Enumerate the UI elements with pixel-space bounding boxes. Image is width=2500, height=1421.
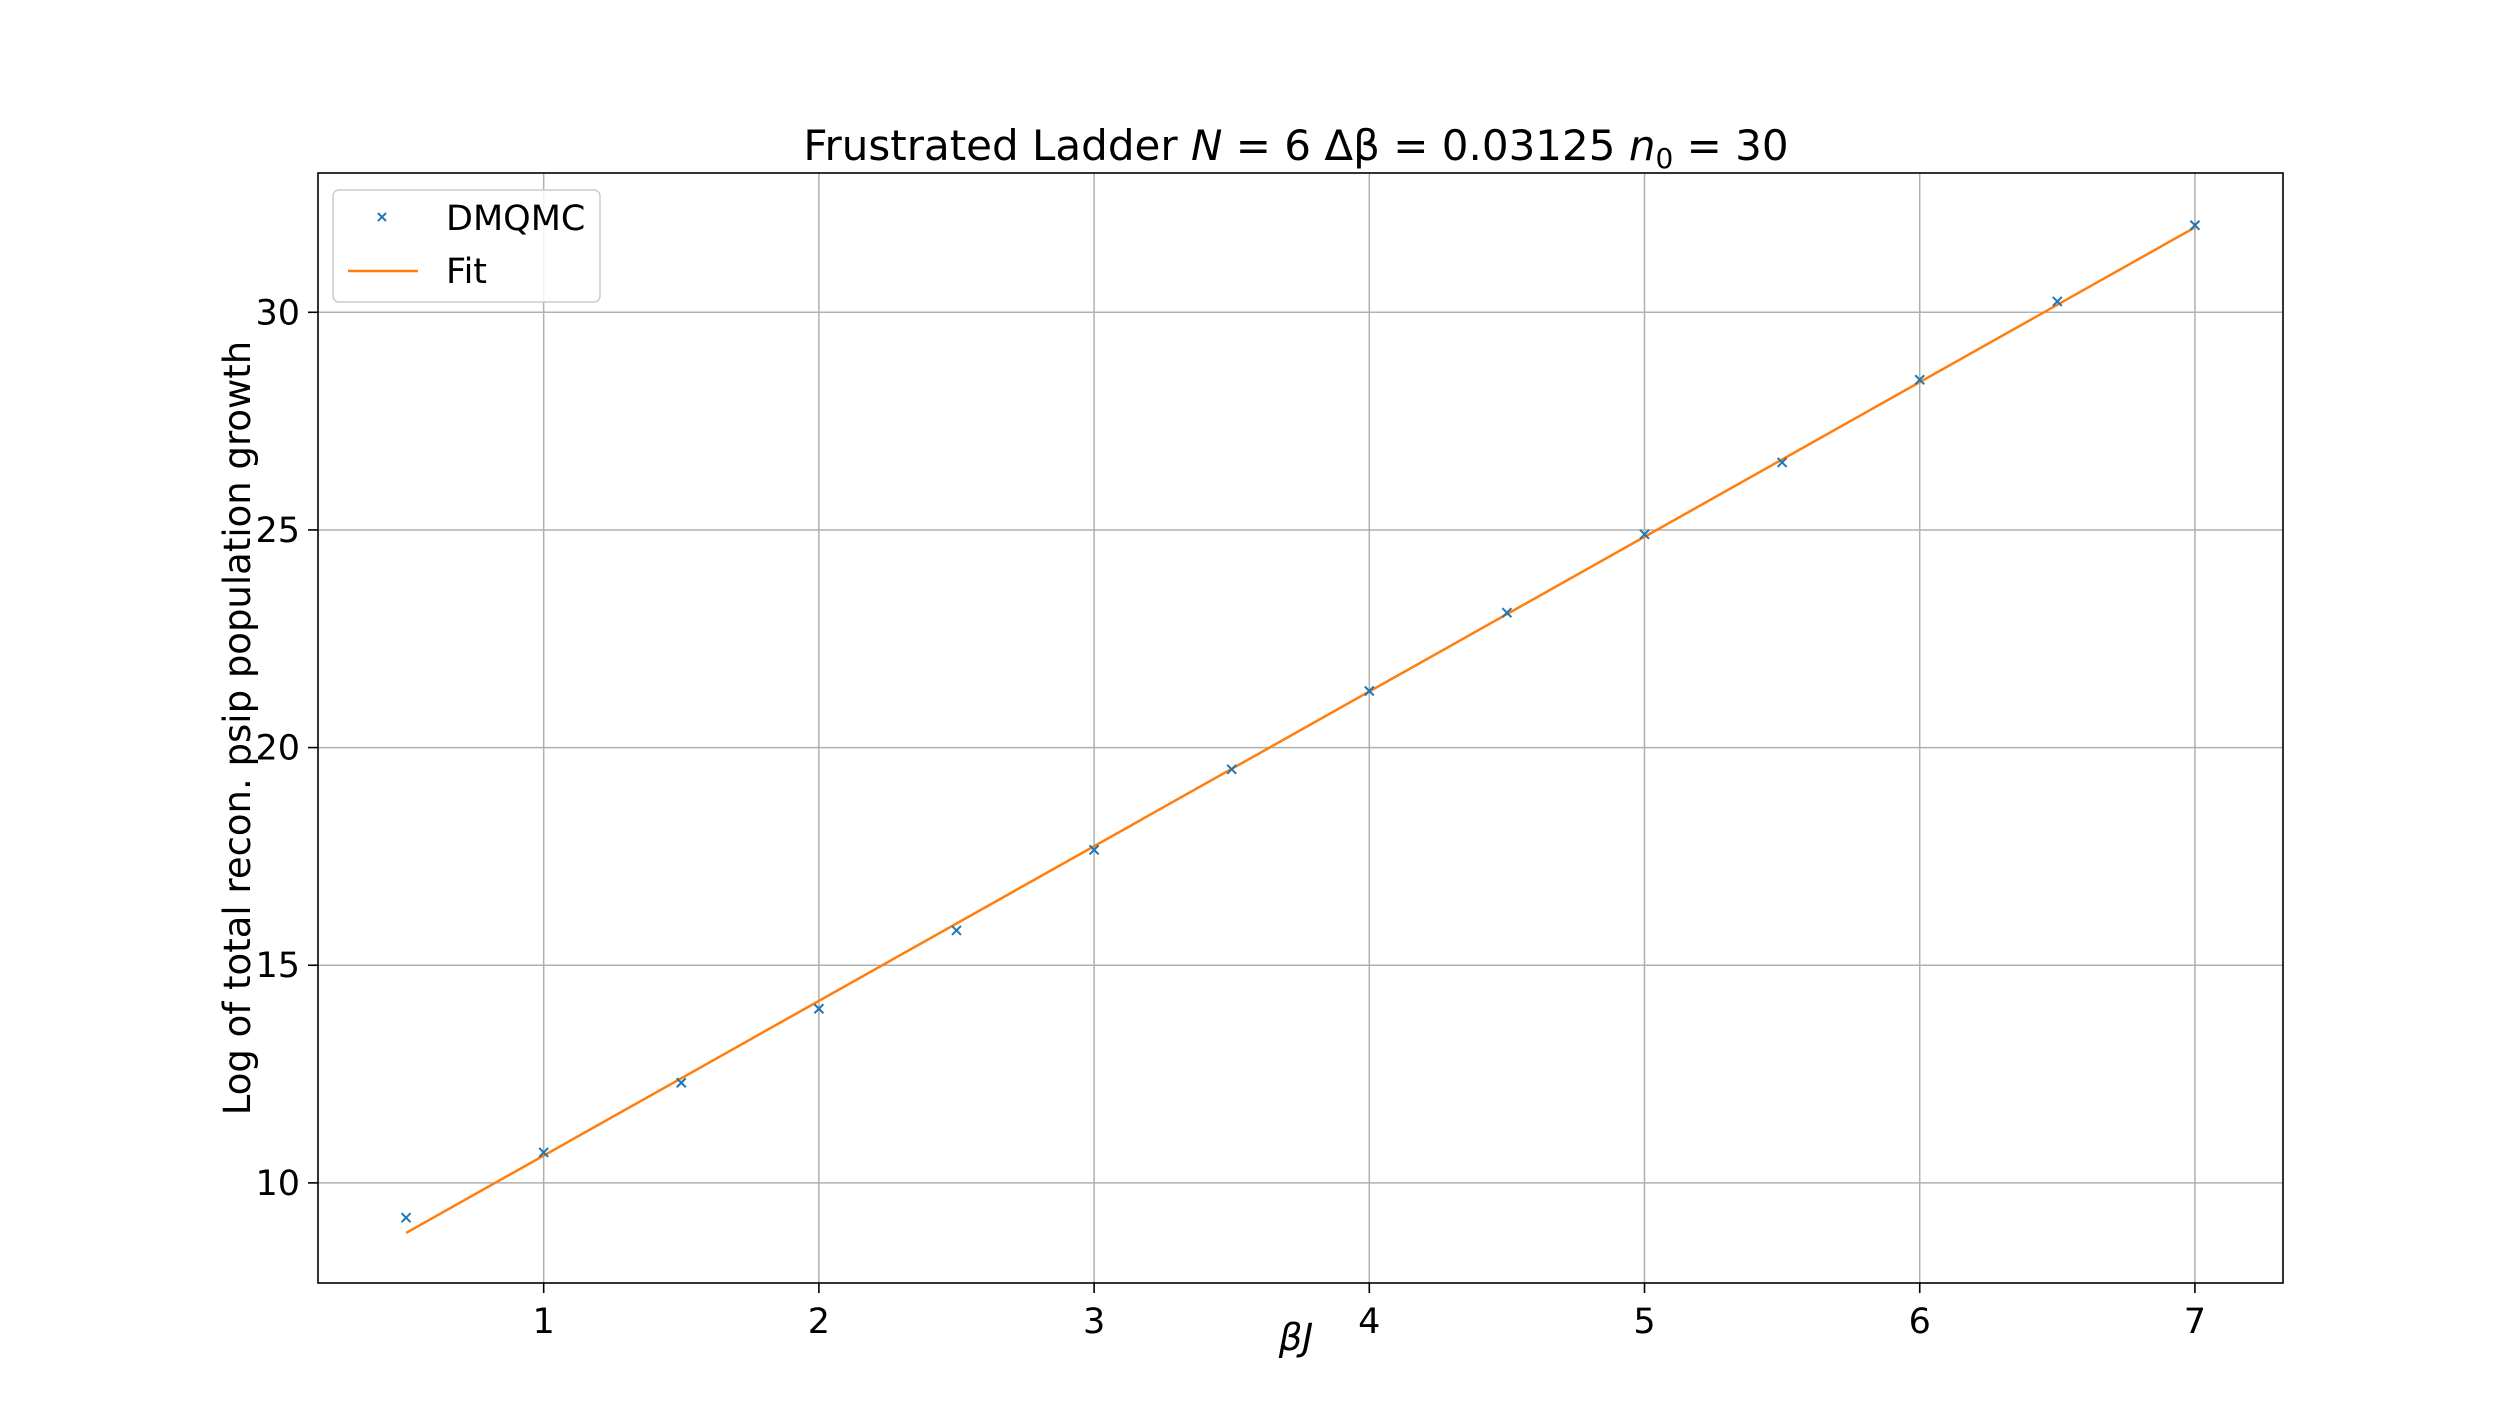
x-tick-label: 6 <box>1909 1302 1931 1342</box>
legend-box <box>332 189 601 303</box>
title-dbeta-var: Δβ <box>1324 121 1380 170</box>
x-tick-label: 4 <box>1358 1302 1380 1342</box>
fit-line <box>405 226 2196 1235</box>
plot-series <box>400 220 2201 1235</box>
legend: DMQMC Fit <box>332 189 601 303</box>
dmqmc-point <box>400 1212 412 1223</box>
x-tick-label: 1 <box>533 1302 555 1342</box>
dmqmc-point <box>1088 844 1100 856</box>
legend-label-fit: Fit <box>446 252 487 292</box>
chart-title: Frustrated Ladder N = 6 Δβ = 0.03125 n0 … <box>803 121 1788 175</box>
grid <box>318 173 2283 1283</box>
dmqmc-point <box>2189 220 2201 231</box>
x-tick-label: 3 <box>1083 1302 1105 1342</box>
axis-ticks: 1 2 3 4 5 6 7 10 15 20 25 30 <box>255 293 2206 1342</box>
dmqmc-point <box>1501 607 1513 618</box>
x-tick-label: 5 <box>1633 1302 1655 1342</box>
title-n0-sub: 0 <box>1655 142 1673 175</box>
title-n0-eq: = 30 <box>1673 121 1788 170</box>
dmqmc-point <box>676 1077 687 1088</box>
dmqmc-point <box>538 1147 549 1158</box>
y-tick-label: 10 <box>255 1164 300 1204</box>
y-axis-label: Log of total recon. psip population grow… <box>216 341 259 1115</box>
title-n-var: N <box>1191 121 1222 170</box>
y-tick-label: 15 <box>255 946 300 986</box>
x-tick-label: 2 <box>808 1302 830 1342</box>
dmqmc-point <box>1364 685 1375 697</box>
y-tick-label: 20 <box>255 729 300 769</box>
dmqmc-point <box>813 1003 825 1014</box>
plot-area-frame <box>317 172 2284 1284</box>
legend-label-dmqmc: DMQMC <box>446 199 585 239</box>
x-tick-label: 7 <box>2184 1302 2206 1342</box>
dmqmc-point <box>1776 457 1788 468</box>
title-n0-var: n <box>1629 121 1656 170</box>
title-dbeta-eq: = 0.03125 <box>1380 121 1629 170</box>
title-prefix: Frustrated Ladder <box>803 121 1191 170</box>
dmqmc-point <box>1639 529 1650 540</box>
y-tick-label: 30 <box>255 293 300 333</box>
legend-marker-dmqmc <box>377 212 387 222</box>
dmqmc-point <box>2052 296 2063 307</box>
dmqmc-point <box>951 925 962 936</box>
dmqmc-point <box>1226 764 1237 775</box>
y-tick-label: 25 <box>255 511 300 551</box>
title-n-eq: = 6 <box>1222 121 1324 170</box>
x-axis-label: βJ <box>1278 1316 1314 1359</box>
dmqmc-point <box>1914 374 1925 385</box>
